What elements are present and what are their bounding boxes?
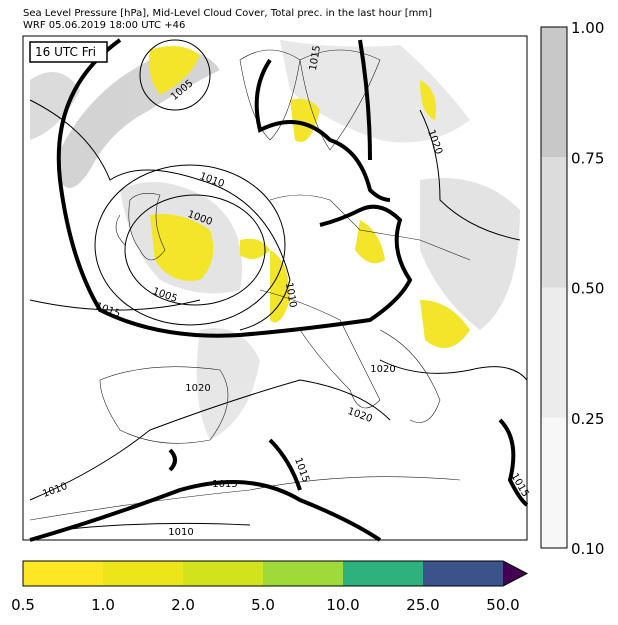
precip-tick-label: 2.0 xyxy=(171,596,195,614)
time-label: 16 UTC Fri xyxy=(35,45,96,59)
contour-label: 1015 xyxy=(308,45,323,72)
precip-tick-label: 50.0 xyxy=(486,596,519,614)
precip-color-segment xyxy=(343,561,423,586)
cloud-colorbar: 1.00 0.75 0.50 0.25 0.10 xyxy=(540,19,604,558)
precip-color-segment xyxy=(23,561,103,586)
cloud-tick-label: 1.00 xyxy=(571,19,604,37)
map: 16 UTC Fri 10051010100010051015101010151… xyxy=(22,35,531,542)
title: Sea Level Pressure [hPa], Mid-Level Clou… xyxy=(23,8,432,19)
precip-color-segment xyxy=(423,561,503,586)
isobar-1015 xyxy=(29,38,529,542)
precip-tick-label: 25.0 xyxy=(406,596,439,614)
map-frame xyxy=(22,35,528,541)
contour-label: 1020 xyxy=(185,383,210,394)
contour-label: 1015 xyxy=(212,479,237,490)
precip-colorbar-frame xyxy=(22,560,529,587)
cloud-color-segment xyxy=(541,287,567,418)
precip-color-segment xyxy=(263,561,343,586)
cloud-color-segment xyxy=(541,27,567,158)
precip-color-segment xyxy=(103,561,183,586)
cloud-colorbar-frame xyxy=(540,26,568,549)
cloud-tick-label: 0.10 xyxy=(571,540,604,558)
precip-tick-label: 10.0 xyxy=(326,596,359,614)
subtitle: WRF 05.06.2019 18:00 UTC +46 xyxy=(23,20,185,31)
precipitation xyxy=(148,46,470,348)
contour-label: 1020 xyxy=(370,364,395,375)
cloud-color-segment xyxy=(541,417,567,548)
isobars xyxy=(29,39,528,531)
coastlines xyxy=(29,49,471,521)
precip-tick-label: 5.0 xyxy=(251,596,275,614)
time-box xyxy=(29,41,108,63)
precip-tick-label: 0.5 xyxy=(11,596,35,614)
precip-tick-label: 1.0 xyxy=(91,596,115,614)
cloud-tick-label: 0.75 xyxy=(571,149,604,167)
precip-colorbar: 0.5 1.0 2.0 5.0 10.0 25.0 50.0 xyxy=(11,560,529,614)
cloud-cover xyxy=(30,40,520,440)
contour-label: 1010 xyxy=(168,527,193,538)
precip-color-segment xyxy=(183,561,263,586)
cloud-tick-label: 0.50 xyxy=(571,280,604,298)
precip-extend xyxy=(503,561,527,586)
cloud-tick-label: 0.25 xyxy=(571,410,604,428)
cloud-color-segment xyxy=(541,157,567,288)
contour-label: 1010 xyxy=(283,282,298,309)
